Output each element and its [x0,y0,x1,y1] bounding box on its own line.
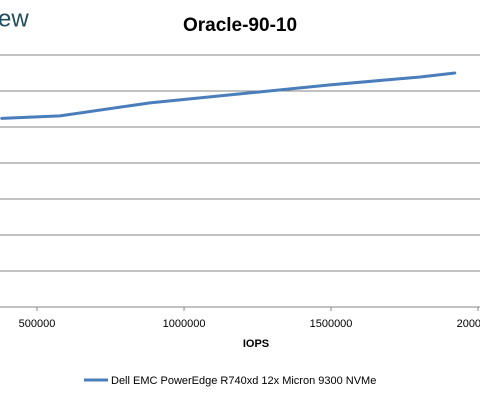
x-tick-label: 1500000 [310,318,353,330]
x-axis-label: IOPS [243,338,269,350]
data-line [0,71,457,120]
x-tick-label: 500000 [19,318,56,330]
x-tick-label: 2000000 [457,318,480,330]
watermark: ew [0,5,29,32]
legend-label: Dell EMC PowerEdge R740xd 12x Micron 930… [111,375,376,387]
chart-title: Oracle-90-10 [183,15,297,36]
x-tick-label: 1000000 [163,318,206,330]
